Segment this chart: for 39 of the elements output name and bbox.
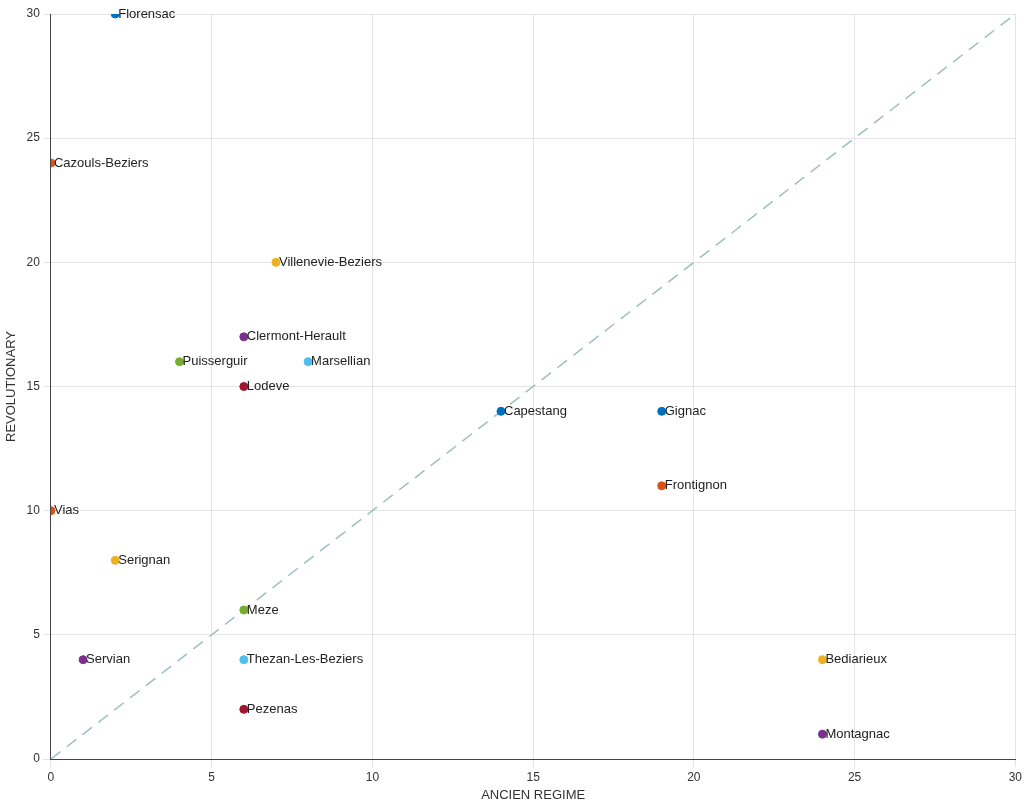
series-label: Florensac: [118, 5, 176, 21]
series-label: Cazouls-Beziers: [53, 154, 150, 170]
series-label: Montagnac: [825, 725, 891, 741]
series-label: Clermont-Herault: [246, 328, 347, 344]
series-label: Thezan-Les-Beziers: [246, 651, 364, 667]
y-tick-label: 25: [26, 130, 41, 145]
x-tick-label: 30: [1008, 769, 1023, 784]
x-tick-label: 0: [47, 769, 55, 784]
series-label: Villenevie-Beziers: [278, 253, 383, 269]
point: [817, 655, 827, 665]
series-label: Capestang: [503, 402, 567, 418]
series-label: Serignan: [118, 551, 171, 567]
x-axis-title: ANCIEN REGIME: [481, 786, 586, 802]
series-label: Bediarieux: [825, 651, 888, 667]
series-label: Marsellian: [311, 353, 371, 369]
y-tick-label: 15: [26, 378, 41, 393]
point: [110, 555, 120, 565]
x-tick-label: 5: [208, 769, 216, 784]
series-label: Servian: [86, 651, 131, 667]
y-tick-label: 30: [26, 6, 41, 21]
series-label: Meze: [246, 601, 279, 617]
y-tick-label: 5: [33, 627, 41, 642]
series-label: Pezenas: [246, 700, 298, 716]
series-label: Frontignon: [664, 477, 727, 493]
series-label: Lodeve: [246, 378, 290, 394]
point: [303, 357, 313, 367]
series-label: Gignac: [664, 402, 707, 418]
y-axis-title: REVOLUTIONARY: [3, 330, 19, 443]
point: [78, 655, 88, 665]
series-label: Puisserguir: [182, 353, 249, 369]
y-tick-label: 20: [26, 254, 41, 269]
x-tick-label: 10: [365, 769, 380, 784]
x-tick-label: 15: [526, 769, 541, 784]
x-tick-label: 25: [847, 769, 862, 784]
point: [817, 729, 827, 739]
series-label: Vias: [53, 502, 80, 518]
x-tick-label: 20: [687, 769, 701, 784]
y-tick-label: 0: [33, 751, 41, 766]
y-tick-label: 10: [26, 502, 41, 517]
